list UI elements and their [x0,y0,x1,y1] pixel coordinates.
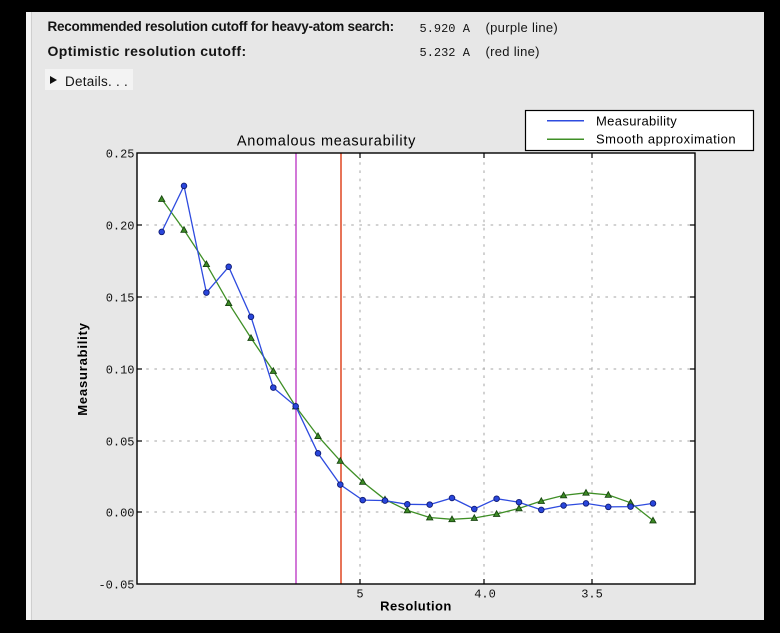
svg-text:Measurability: Measurability [75,322,90,415]
svg-text:Measurability: Measurability [596,113,677,128]
svg-text:0.05: 0.05 [106,436,135,450]
svg-text:Smooth approximation: Smooth approximation [596,132,736,147]
svg-text:0.25: 0.25 [106,148,135,162]
svg-text:3.5: 3.5 [581,588,603,602]
svg-text:Anomalous measurability: Anomalous measurability [237,134,416,150]
svg-text:Resolution: Resolution [380,599,452,614]
svg-text:0.10: 0.10 [106,364,135,378]
svg-text:5: 5 [356,588,363,602]
svg-text:-0.05: -0.05 [98,579,134,593]
svg-text:0.20: 0.20 [106,220,135,234]
svg-text:4.0: 4.0 [474,588,496,602]
svg-text:0.15: 0.15 [106,292,135,306]
svg-text:0.00: 0.00 [106,507,135,521]
